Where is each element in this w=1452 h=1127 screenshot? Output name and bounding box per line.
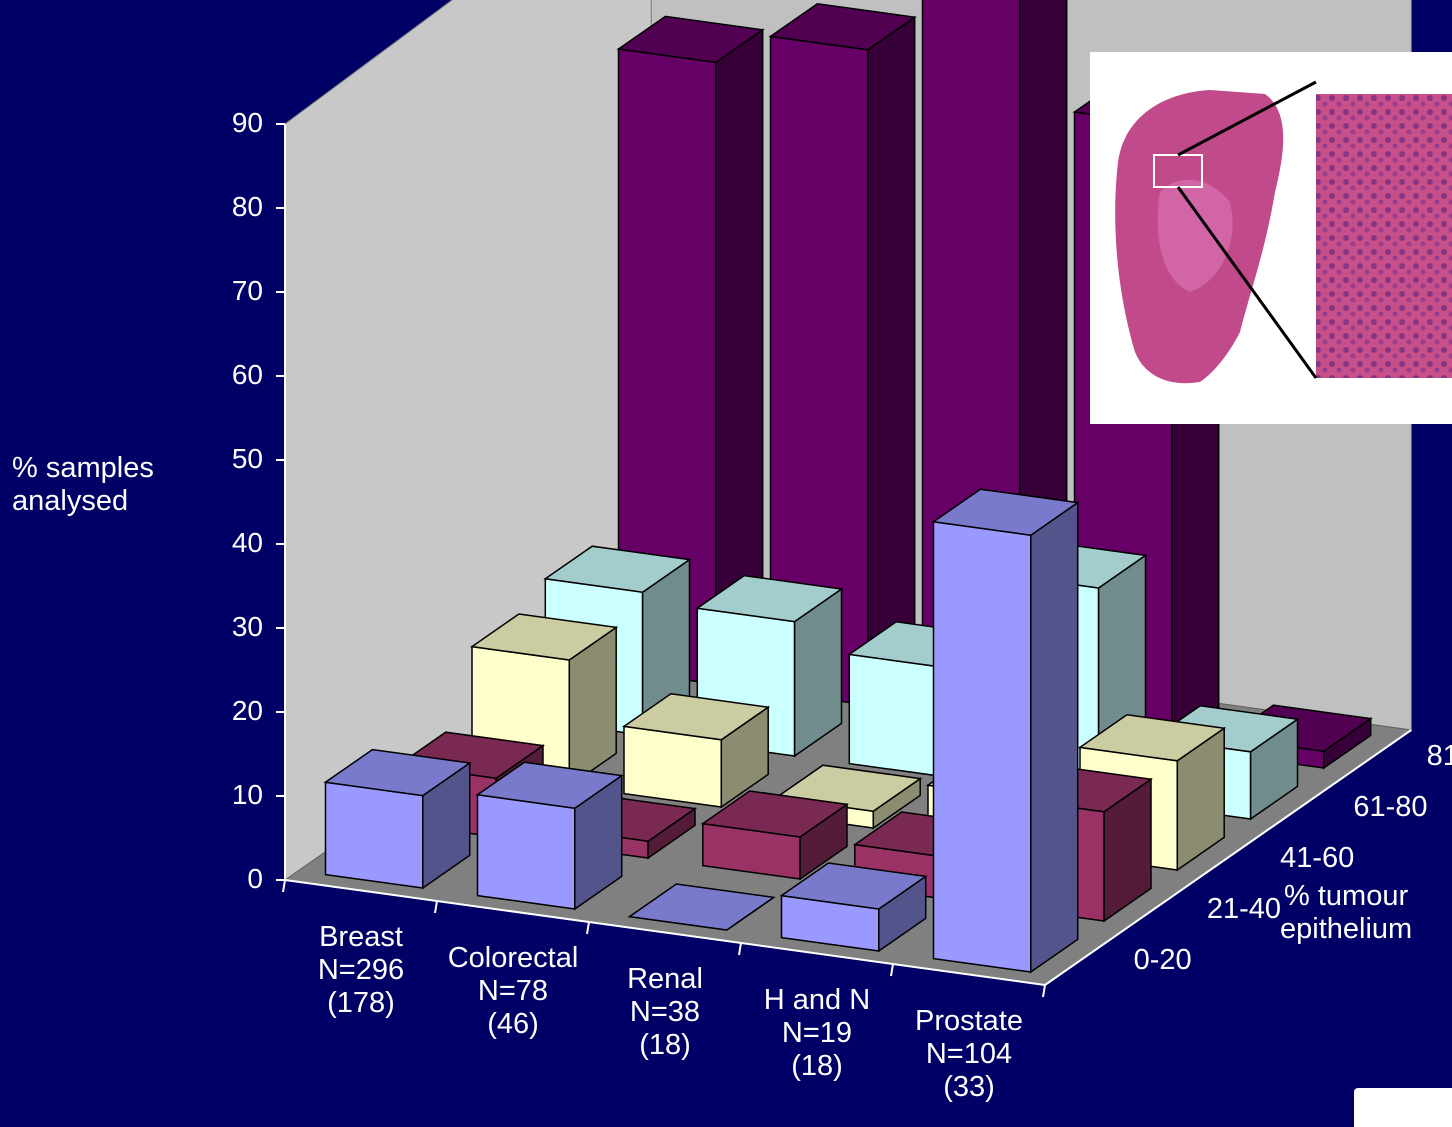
y-tick-label: 20: [231, 695, 263, 726]
depth-axis-title: % tumour epithelium: [1280, 880, 1413, 945]
bar-81-100-0: [616, 15, 765, 686]
x-tick-mark: [1042, 984, 1046, 998]
chart-axes: [276, 123, 1412, 998]
depth-axis-label: 81-100: [1426, 739, 1452, 772]
y-tick-label: 30: [231, 611, 263, 642]
histology-inset-image: [1090, 52, 1452, 424]
x-tick-mark: [738, 942, 742, 956]
x-tick-mark: [282, 879, 286, 893]
category-label: Prostate N=104 (33): [915, 1004, 1023, 1103]
category-label: H and N N=19 (18): [763, 983, 871, 1082]
y-tick-label: 60: [231, 359, 263, 390]
category-label: Renal N=38 (18): [627, 962, 703, 1061]
bar-0-20-1: [475, 761, 624, 911]
x-axis-line: [284, 879, 1046, 986]
y-tick-label: 70: [231, 275, 263, 306]
y-tick-label: 0: [247, 863, 263, 894]
bar-0-20-3: [779, 862, 928, 953]
category-label: Breast N=296 (178): [317, 920, 405, 1019]
y-tick-label: 50: [231, 443, 263, 474]
depth-axis-label: 61-80: [1353, 790, 1428, 823]
y-axis-label: % samples analysed: [12, 452, 154, 517]
y-tick-label: 40: [231, 527, 263, 558]
tissue-section-image: [1115, 80, 1452, 384]
depth-axis-label: 0-20: [1133, 943, 1192, 976]
category-label: Colorectal N=78 (46): [447, 941, 579, 1040]
y-tick-label: 90: [231, 107, 263, 138]
x-tick-mark: [890, 963, 894, 977]
depth-axis-line: [1044, 729, 1412, 986]
bar-0-20-4: [931, 488, 1080, 974]
y-tick-label: 80: [231, 191, 263, 222]
y-tick-label: 10: [231, 779, 263, 810]
depth-axis-label: 41-60: [1280, 841, 1355, 874]
bar-0-20-2: [627, 883, 776, 931]
x-tick-mark: [434, 900, 438, 914]
x-tick-mark: [586, 921, 590, 935]
depth-axis-label: 21-40: [1206, 892, 1282, 925]
bar-0-20-0: [323, 748, 472, 890]
bar-41-60-1: [621, 693, 771, 809]
study-logo: [1354, 1088, 1452, 1127]
bar-21-40-2: [700, 790, 850, 881]
